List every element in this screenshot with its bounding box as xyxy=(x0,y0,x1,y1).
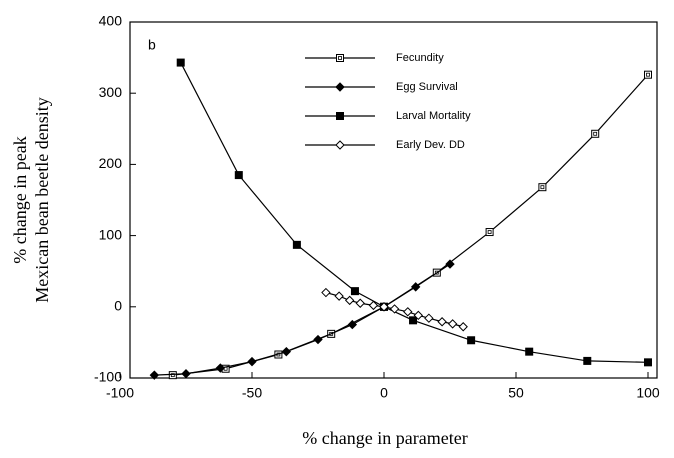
point xyxy=(525,347,534,356)
point-inner xyxy=(434,270,439,275)
point xyxy=(321,287,331,298)
point xyxy=(350,287,359,296)
point xyxy=(292,240,301,249)
point xyxy=(168,371,177,380)
series-line xyxy=(154,263,451,376)
x-tick-label: -100 xyxy=(106,385,134,401)
point xyxy=(313,334,323,345)
legend-marker xyxy=(335,82,345,92)
point xyxy=(644,358,652,367)
point xyxy=(409,316,418,325)
y-tick-label: 100 xyxy=(99,226,123,242)
y-tick-label: 300 xyxy=(99,84,123,100)
point xyxy=(538,183,547,192)
point xyxy=(644,70,652,79)
legend-marker xyxy=(336,54,344,62)
point xyxy=(344,295,355,306)
point xyxy=(410,282,421,292)
point xyxy=(149,370,160,380)
point xyxy=(437,317,447,327)
point xyxy=(181,369,191,379)
point-inner xyxy=(487,230,492,234)
point xyxy=(176,58,185,67)
point xyxy=(334,291,344,301)
point xyxy=(485,228,494,237)
point xyxy=(591,129,600,138)
legend-marker xyxy=(336,112,344,120)
x-tick-label: 100 xyxy=(636,385,660,401)
point xyxy=(447,319,458,329)
y-tick-label: 200 xyxy=(99,155,123,171)
point xyxy=(347,319,358,330)
legend-label: Larval Mortality xyxy=(396,110,471,122)
y-axis-label: % change in peak xyxy=(10,136,30,263)
annotation: b xyxy=(148,37,156,53)
y-tick-label: -100 xyxy=(94,369,122,385)
x-tick-label: 0 xyxy=(380,385,388,401)
series-line xyxy=(180,62,649,363)
x-tick-label: 50 xyxy=(508,385,524,401)
point xyxy=(379,302,389,312)
legend-label: Egg Survival xyxy=(396,81,458,93)
point xyxy=(389,304,400,314)
plot-frame xyxy=(129,21,658,379)
y-tick-label: 0 xyxy=(114,298,122,314)
point xyxy=(355,298,365,308)
point xyxy=(467,336,476,345)
x-tick-label: -50 xyxy=(242,385,262,401)
point xyxy=(445,259,455,269)
point xyxy=(413,310,424,321)
legend-marker-inner xyxy=(338,56,342,60)
point xyxy=(424,313,434,323)
point xyxy=(215,363,226,373)
y-axis-label: Mexican bean beetle density xyxy=(32,97,52,302)
point-inner xyxy=(170,373,175,378)
point xyxy=(583,356,592,365)
point xyxy=(234,171,243,180)
y-tick-label: 400 xyxy=(99,13,123,29)
point-inner xyxy=(540,185,545,190)
point xyxy=(403,307,413,317)
x-axis-label: % change in parameter xyxy=(302,428,467,448)
legend-marker xyxy=(335,140,345,150)
legend-label: Early Dev. DD xyxy=(396,139,465,151)
point xyxy=(247,356,257,367)
legend-label: Fecundity xyxy=(396,52,444,64)
point xyxy=(458,322,468,332)
point-inner xyxy=(646,72,650,77)
point xyxy=(281,346,292,357)
point xyxy=(368,300,379,311)
point-inner xyxy=(593,131,598,136)
